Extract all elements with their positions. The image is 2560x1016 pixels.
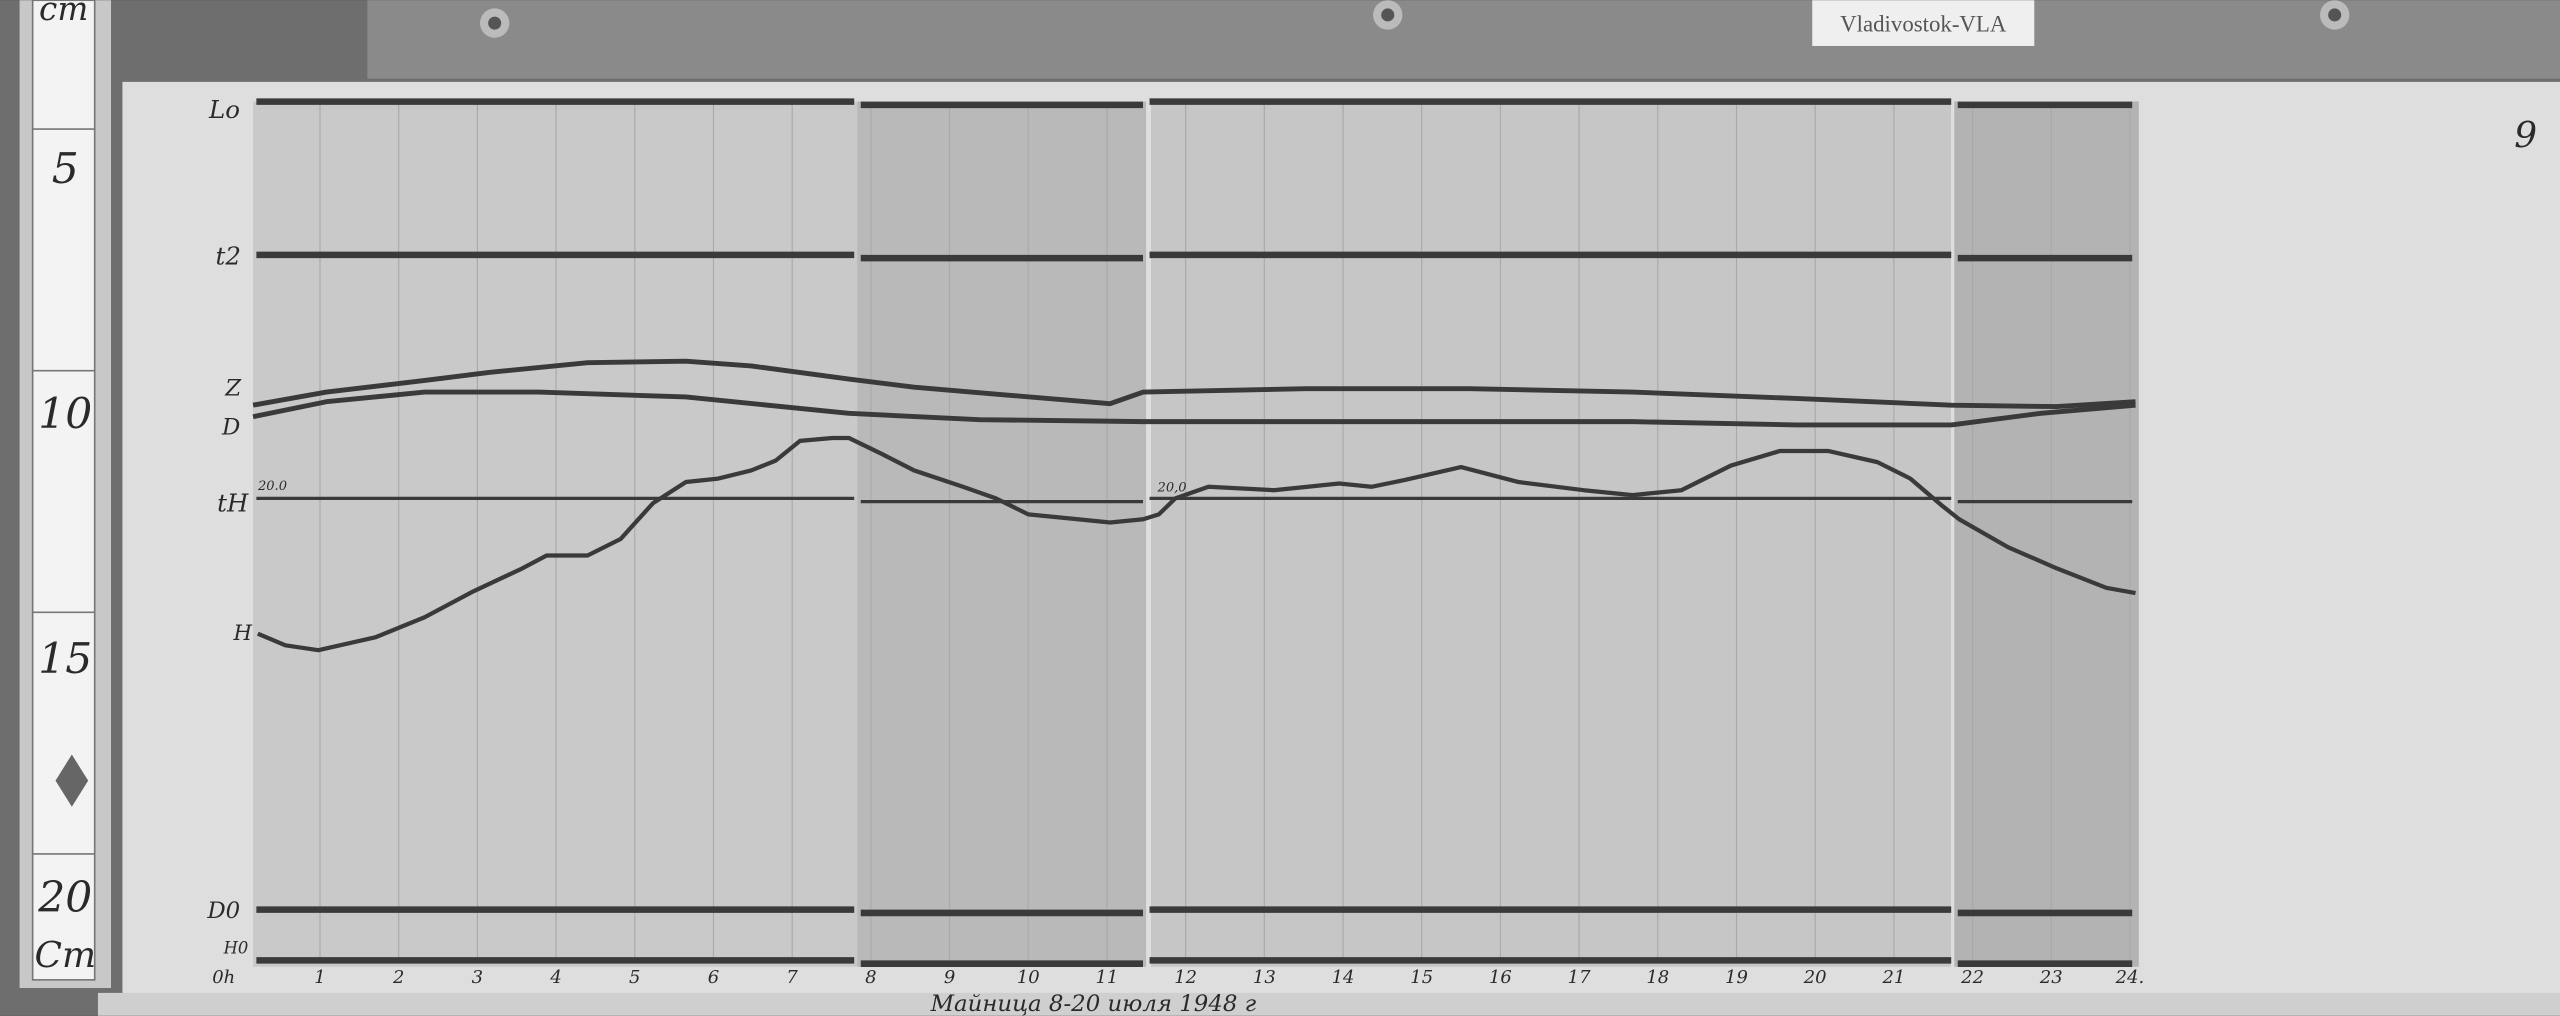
ruler-mark-20: 20 <box>37 873 92 922</box>
trace-z <box>252 358 2136 410</box>
hour-tick-label: 19 <box>1725 967 1748 988</box>
ruler-mark-15: 15 <box>38 635 92 684</box>
traces <box>252 358 2136 653</box>
hour-tick-label: 10 <box>1017 967 1040 988</box>
hour-tick-labels: 1 2 3 4 5 6 7 8 9 10 11 12 13 14 15 16 17 18 19 20 21 22 23 24. <box>314 967 2144 988</box>
hour-tick-label: 12 <box>1174 967 1197 988</box>
hour-tick-label: 23 <box>2039 967 2063 988</box>
label-d: D <box>221 415 240 441</box>
film-band <box>857 101 1147 967</box>
label-z: Z <box>224 375 242 401</box>
hour-tick-label: 22 <box>1960 967 1984 988</box>
hour-tick-label: 1 <box>314 967 325 988</box>
hour-tick-label: 2 <box>392 967 404 988</box>
top-clamp-strip <box>367 0 2560 79</box>
trace-h <box>256 435 2136 653</box>
hour-tick-label: 17 <box>1568 967 1591 988</box>
station-plate <box>1812 0 2035 46</box>
hour-tick-label: 14 <box>1332 967 1355 988</box>
hour-tick-label: 13 <box>1253 967 1276 988</box>
hour-tick-label: 24. <box>2115 967 2145 988</box>
hour-tick-label: 9 <box>944 967 955 988</box>
ruler-ticks <box>32 128 95 855</box>
bottom-edge <box>97 992 2560 1016</box>
label-t2: t2 <box>216 242 241 271</box>
bolt-icon <box>1373 0 1403 30</box>
label-time: 0h <box>212 967 235 988</box>
label-th-value-2: 20,0 <box>1157 481 1187 496</box>
hour-tick-label: 20 <box>1803 967 1827 988</box>
ruler-unit-top: cm <box>39 0 88 28</box>
station-label: Vladivostok-VLA <box>1840 11 2007 36</box>
bolt-icon <box>2320 0 2350 30</box>
hour-grid <box>319 101 2131 964</box>
hour-tick-label: 11 <box>1096 967 1119 988</box>
hour-tick-label: 7 <box>786 967 798 988</box>
ruler-unit-bottom: Cm <box>35 935 97 976</box>
trace-d <box>252 389 2136 428</box>
label-h: H <box>232 621 252 646</box>
film-band <box>1151 101 1952 967</box>
diamond-icon <box>55 754 89 807</box>
hour-tick-label: 3 <box>472 967 483 988</box>
label-h0: H0 <box>223 939 249 958</box>
caption: Мaйница 8-20 июля 1948 г <box>930 991 1257 1016</box>
hour-tick-label: 16 <box>1489 967 1512 988</box>
hour-tick-label: 18 <box>1646 967 1669 988</box>
bolt-icon <box>480 8 510 38</box>
hour-tick-label: 21 <box>1881 967 1905 988</box>
hour-tick-label: 6 <box>708 967 719 988</box>
sheet-number: 9 <box>2514 115 2537 156</box>
hour-tick-label: 4 <box>549 967 561 988</box>
ruler-strip <box>31 0 96 981</box>
film-band <box>253 101 858 967</box>
label-lo: Lo <box>208 95 240 124</box>
hour-tick-label: 5 <box>629 967 640 988</box>
ruler-mark-10: 10 <box>38 390 92 439</box>
hour-tick-label: 15 <box>1410 967 1433 988</box>
baselines <box>256 98 2133 967</box>
label-d0: D0 <box>206 898 240 924</box>
label-th-value: 20.0 <box>257 479 287 494</box>
ruler-mark-5: 5 <box>52 145 79 194</box>
label-th: tH <box>217 488 249 517</box>
hour-tick-label: 8 <box>865 967 876 988</box>
